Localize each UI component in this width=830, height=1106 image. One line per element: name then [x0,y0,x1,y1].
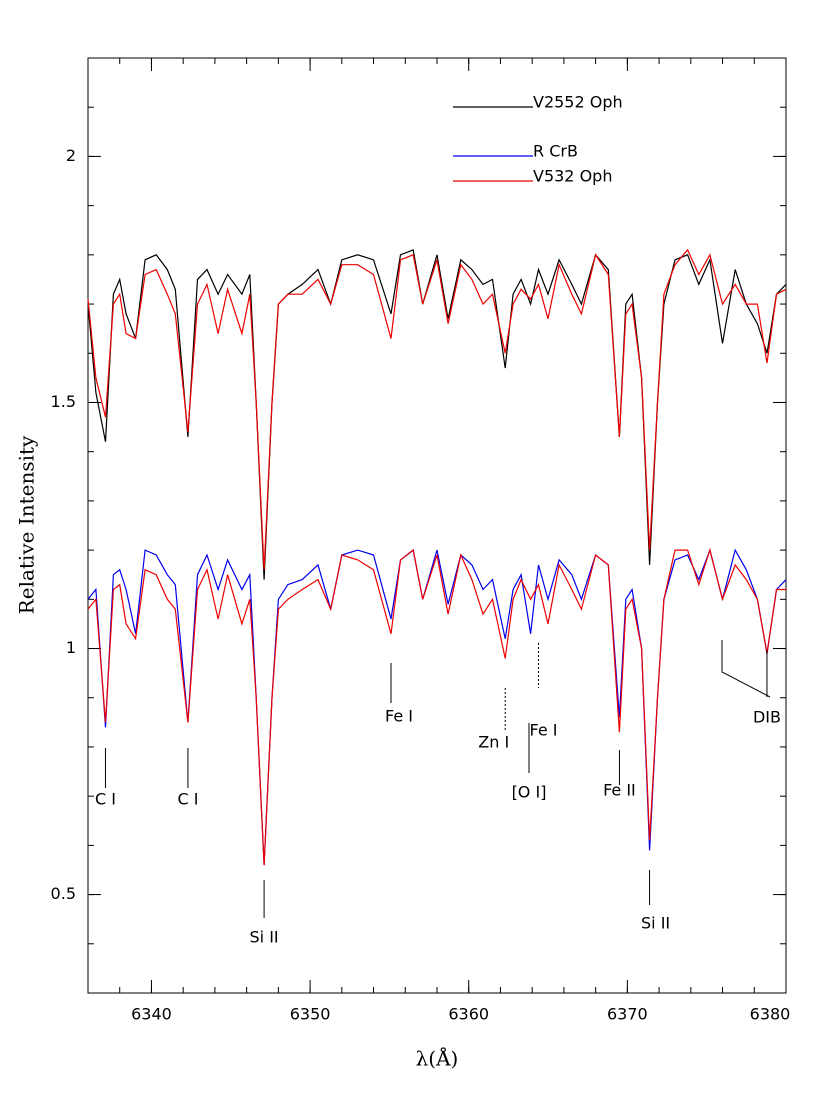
line-id-label: Fe I [530,721,558,740]
line-id-label: C I [95,790,116,809]
line-id-label: DIB [753,708,781,727]
plot-frame [87,57,787,994]
line-id-label: Fe I [385,707,413,726]
x-axis-label: λ(Å) [416,1046,459,1071]
y-tick-label: 2 [66,146,76,165]
x-tick-label: 6380 [750,1005,791,1024]
line-id-label: Si II [250,928,279,947]
spectrum-line [87,249,787,580]
legend-label: V532 Oph [533,167,612,186]
line-id-label: Zn I [478,733,509,752]
line-id-label: Si II [641,914,670,933]
x-tick-label: 6360 [448,1005,489,1024]
y-tick-label: 0.5 [51,884,76,903]
y-axis-label: Relative Intensity [15,435,39,614]
line-id-label: [O I] [512,783,547,802]
spectrum-line [87,548,787,866]
dib-bracket [721,640,771,698]
spectrum-line [87,248,787,570]
spectrum-line [87,547,786,866]
legend-label: R CrB [533,142,578,161]
x-tick-label: 6340 [131,1005,172,1024]
y-tick-label: 1 [66,638,76,657]
x-tick-label: 6350 [290,1005,331,1024]
y-tick-label: 1.5 [51,392,76,411]
line-id-label: C I [177,790,198,809]
legend-label: V2552 Oph [533,93,623,112]
line-id-label: Fe II [603,781,636,800]
x-tick-label: 6370 [607,1005,648,1024]
